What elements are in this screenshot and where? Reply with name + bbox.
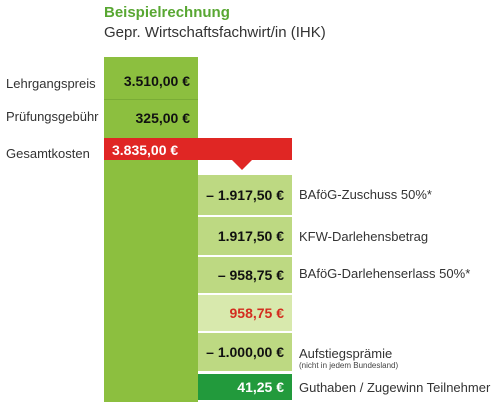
total-band [104, 138, 292, 170]
cost-value-pruefungsgebuehr: 325,00 € [135, 110, 191, 126]
row-kfw-value: 1.917,50 € [198, 217, 292, 255]
chart-title: Beispielrechnung [104, 4, 230, 21]
cost-value-lehrgangspreis: 3.510,00 € [123, 73, 190, 89]
aufstiegspraemie-note: (nicht in jedem Bundesland) [299, 361, 399, 370]
cost-separator [104, 99, 198, 100]
total-band-shape [104, 138, 292, 170]
chart-subtitle: Gepr. Wirtschaftsfachwirt/in (IHK) [104, 24, 326, 41]
row-bafoeg-erlass-value: – 958,75 € [198, 257, 292, 293]
row-guthaben-value: 41,25 € [198, 374, 292, 400]
row-bafoeg-zuschuss-label: BAföG-Zuschuss 50%* [299, 187, 432, 202]
row-remaining-value: 958,75 € [198, 295, 292, 331]
row-aufstiegspraemie-value: – 1.000,00 € [198, 333, 292, 371]
row-bafoeg-erlass-label: BAföG-Darlehenserlass 50%* [299, 266, 471, 281]
row-bafoeg-zuschuss-value: – 1.917,50 € [198, 175, 292, 215]
row-aufstiegspraemie-label: Aufstiegsprämie (nicht in jedem Bundesla… [299, 346, 398, 370]
aufstiegspraemie-text: Aufstiegsprämie [299, 346, 393, 361]
total-value: 3.835,00 € [112, 142, 179, 158]
total-label: Gesamtkosten [6, 146, 90, 161]
row-guthaben-label: Guthaben / Zugewinn Teilnehmer [299, 380, 491, 395]
total-cost-column [104, 57, 198, 402]
cost-label-lehrgangspreis: Lehrgangspreis [6, 76, 96, 91]
cost-label-pruefungsgebuehr: Prüfungsgebühr [6, 109, 99, 124]
row-kfw-label: KFW-Darlehensbetrag [299, 229, 429, 244]
